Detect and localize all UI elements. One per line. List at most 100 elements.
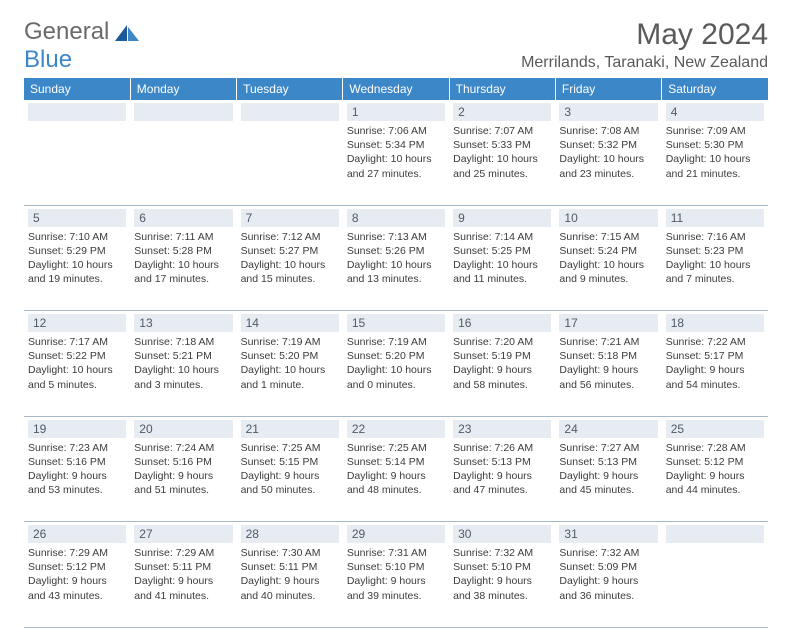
- day-number-cell: 12: [24, 311, 130, 333]
- day-number-cell: 17: [555, 311, 661, 333]
- day-cell: Sunrise: 7:26 AMSunset: 5:13 PMDaylight:…: [449, 438, 555, 522]
- day-details: Sunrise: 7:21 AMSunset: 5:18 PMDaylight:…: [559, 335, 657, 392]
- day-cell: Sunrise: 7:19 AMSunset: 5:20 PMDaylight:…: [237, 332, 343, 416]
- day-number-cell: 25: [662, 416, 768, 438]
- day-cell: Sunrise: 7:20 AMSunset: 5:19 PMDaylight:…: [449, 332, 555, 416]
- weekday-header: Wednesday: [343, 78, 449, 100]
- weekday-header: Thursday: [449, 78, 555, 100]
- day-details: Sunrise: 7:15 AMSunset: 5:24 PMDaylight:…: [559, 230, 657, 287]
- day-details: Sunrise: 7:13 AMSunset: 5:26 PMDaylight:…: [347, 230, 445, 287]
- day-cell: Sunrise: 7:29 AMSunset: 5:11 PMDaylight:…: [130, 543, 236, 627]
- day-number-cell: 9: [449, 205, 555, 227]
- day-number: 16: [453, 314, 551, 332]
- day-number-cell: 5: [24, 205, 130, 227]
- day-details: Sunrise: 7:17 AMSunset: 5:22 PMDaylight:…: [28, 335, 126, 392]
- header: General May 2024 Merrilands, Taranaki, N…: [24, 18, 768, 72]
- day-cell: Sunrise: 7:13 AMSunset: 5:26 PMDaylight:…: [343, 227, 449, 311]
- day-number-cell: 23: [449, 416, 555, 438]
- day-number: 29: [347, 525, 445, 543]
- day-cell: Sunrise: 7:31 AMSunset: 5:10 PMDaylight:…: [343, 543, 449, 627]
- day-number: 5: [28, 209, 126, 227]
- day-number-cell: 4: [662, 100, 768, 121]
- day-cell: Sunrise: 7:25 AMSunset: 5:14 PMDaylight:…: [343, 438, 449, 522]
- day-details: Sunrise: 7:12 AMSunset: 5:27 PMDaylight:…: [241, 230, 339, 287]
- day-number-cell: 18: [662, 311, 768, 333]
- day-details: Sunrise: 7:14 AMSunset: 5:25 PMDaylight:…: [453, 230, 551, 287]
- day-cell: Sunrise: 7:14 AMSunset: 5:25 PMDaylight:…: [449, 227, 555, 311]
- day-number-cell: 11: [662, 205, 768, 227]
- day-cell: Sunrise: 7:22 AMSunset: 5:17 PMDaylight:…: [662, 332, 768, 416]
- day-details: Sunrise: 7:32 AMSunset: 5:09 PMDaylight:…: [559, 546, 657, 603]
- day-number-cell: [130, 100, 236, 121]
- day-number: 17: [559, 314, 657, 332]
- day-number: 25: [666, 420, 764, 438]
- day-cell: Sunrise: 7:12 AMSunset: 5:27 PMDaylight:…: [237, 227, 343, 311]
- day-number: 9: [453, 209, 551, 227]
- day-number-cell: 3: [555, 100, 661, 121]
- day-number: 11: [666, 209, 764, 227]
- day-number-cell: 14: [237, 311, 343, 333]
- day-details: Sunrise: 7:09 AMSunset: 5:30 PMDaylight:…: [666, 124, 764, 181]
- day-cell: Sunrise: 7:32 AMSunset: 5:09 PMDaylight:…: [555, 543, 661, 627]
- weekday-header: Sunday: [24, 78, 130, 100]
- day-number: 2: [453, 103, 551, 121]
- day-details: Sunrise: 7:19 AMSunset: 5:20 PMDaylight:…: [347, 335, 445, 392]
- day-cell: Sunrise: 7:29 AMSunset: 5:12 PMDaylight:…: [24, 543, 130, 627]
- day-number: 31: [559, 525, 657, 543]
- day-details: Sunrise: 7:27 AMSunset: 5:13 PMDaylight:…: [559, 441, 657, 498]
- day-cell: Sunrise: 7:11 AMSunset: 5:28 PMDaylight:…: [130, 227, 236, 311]
- day-cell: Sunrise: 7:18 AMSunset: 5:21 PMDaylight:…: [130, 332, 236, 416]
- day-details: Sunrise: 7:30 AMSunset: 5:11 PMDaylight:…: [241, 546, 339, 603]
- day-number-cell: 10: [555, 205, 661, 227]
- day-number-cell: 16: [449, 311, 555, 333]
- day-details: Sunrise: 7:31 AMSunset: 5:10 PMDaylight:…: [347, 546, 445, 603]
- day-number: 26: [28, 525, 126, 543]
- day-cell: Sunrise: 7:16 AMSunset: 5:23 PMDaylight:…: [662, 227, 768, 311]
- day-cell: Sunrise: 7:32 AMSunset: 5:10 PMDaylight:…: [449, 543, 555, 627]
- day-details: Sunrise: 7:22 AMSunset: 5:17 PMDaylight:…: [666, 335, 764, 392]
- day-number: 8: [347, 209, 445, 227]
- day-cell: Sunrise: 7:24 AMSunset: 5:16 PMDaylight:…: [130, 438, 236, 522]
- day-number-cell: 1: [343, 100, 449, 121]
- day-number-cell: 28: [237, 522, 343, 544]
- day-number: 3: [559, 103, 657, 121]
- day-cell: [130, 121, 236, 205]
- calendar-body: 1234Sunrise: 7:06 AMSunset: 5:34 PMDayli…: [24, 100, 768, 627]
- day-cell: Sunrise: 7:08 AMSunset: 5:32 PMDaylight:…: [555, 121, 661, 205]
- weekday-header: Saturday: [662, 78, 768, 100]
- day-number-cell: 2: [449, 100, 555, 121]
- day-number-cell: 20: [130, 416, 236, 438]
- day-details: Sunrise: 7:07 AMSunset: 5:33 PMDaylight:…: [453, 124, 551, 181]
- day-number-cell: [662, 522, 768, 544]
- day-number: 20: [134, 420, 232, 438]
- logo-text-general: General: [24, 18, 109, 46]
- weekday-header: Monday: [130, 78, 236, 100]
- day-cell: Sunrise: 7:07 AMSunset: 5:33 PMDaylight:…: [449, 121, 555, 205]
- day-cell: Sunrise: 7:28 AMSunset: 5:12 PMDaylight:…: [662, 438, 768, 522]
- month-title: May 2024: [521, 18, 768, 52]
- day-number: 12: [28, 314, 126, 332]
- day-number: 24: [559, 420, 657, 438]
- day-number-cell: [237, 100, 343, 121]
- day-details: Sunrise: 7:06 AMSunset: 5:34 PMDaylight:…: [347, 124, 445, 181]
- day-number: 27: [134, 525, 232, 543]
- day-number-cell: 27: [130, 522, 236, 544]
- day-number-cell: 15: [343, 311, 449, 333]
- day-details: Sunrise: 7:20 AMSunset: 5:19 PMDaylight:…: [453, 335, 551, 392]
- day-cell: Sunrise: 7:23 AMSunset: 5:16 PMDaylight:…: [24, 438, 130, 522]
- day-number: 4: [666, 103, 764, 121]
- day-details: Sunrise: 7:18 AMSunset: 5:21 PMDaylight:…: [134, 335, 232, 392]
- day-number-cell: 8: [343, 205, 449, 227]
- day-details: Sunrise: 7:16 AMSunset: 5:23 PMDaylight:…: [666, 230, 764, 287]
- logo: General: [24, 18, 143, 46]
- day-number-cell: [24, 100, 130, 121]
- day-details: Sunrise: 7:25 AMSunset: 5:15 PMDaylight:…: [241, 441, 339, 498]
- day-number-cell: 22: [343, 416, 449, 438]
- day-number: 1: [347, 103, 445, 121]
- day-details: Sunrise: 7:28 AMSunset: 5:12 PMDaylight:…: [666, 441, 764, 498]
- day-number: 10: [559, 209, 657, 227]
- day-number-cell: 13: [130, 311, 236, 333]
- day-number: 15: [347, 314, 445, 332]
- day-number-cell: 6: [130, 205, 236, 227]
- day-details: Sunrise: 7:26 AMSunset: 5:13 PMDaylight:…: [453, 441, 551, 498]
